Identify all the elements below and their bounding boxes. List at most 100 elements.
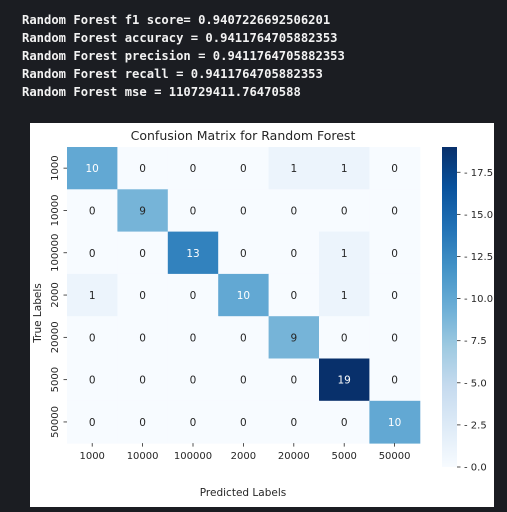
heatmap-cell bbox=[67, 358, 118, 402]
cell-annotation: 0 bbox=[290, 290, 297, 302]
cell-annotation: 1 bbox=[341, 248, 348, 260]
colorbar: - 0.0 - 2.5 - 5.0 - 7.5 - 10.0 - 12.5 - 15.0 - … bbox=[442, 147, 493, 474]
colorbar-tick-label: - 17.5 bbox=[464, 168, 493, 179]
cell-annotation: 0 bbox=[391, 248, 398, 260]
cell-annotation: 0 bbox=[391, 163, 398, 175]
heatmap-cell bbox=[67, 189, 118, 233]
cell-annotation: 1 bbox=[341, 290, 348, 302]
cell-annotation: 13 bbox=[186, 248, 199, 260]
cell-annotation: 0 bbox=[139, 332, 146, 344]
heatmap-cell bbox=[268, 231, 320, 275]
metric-precision: Random Forest precision = 0.941176470588… bbox=[22, 49, 345, 63]
heatmap-cell bbox=[319, 147, 370, 190]
heatmap-cell bbox=[369, 358, 421, 402]
heatmap-cell bbox=[167, 147, 219, 190]
cell-annotation: 0 bbox=[190, 375, 197, 387]
heatmap-cell bbox=[218, 189, 270, 233]
cell-annotation: 0 bbox=[139, 417, 146, 429]
heatmap-cell bbox=[268, 189, 320, 233]
cell-annotation: 0 bbox=[391, 375, 398, 387]
x-tick-label: 50000 bbox=[379, 451, 411, 462]
cell-annotation: 0 bbox=[290, 205, 297, 217]
heatmap-cell bbox=[117, 231, 169, 275]
chart-title: Confusion Matrix for Random Forest bbox=[131, 128, 356, 143]
colorbar-tick-label: - 12.5 bbox=[464, 252, 493, 263]
cell-annotation: 0 bbox=[240, 417, 247, 429]
cell-annotation: 19 bbox=[338, 375, 351, 387]
metric-recall: Random Forest recall = 0.941176470588235… bbox=[22, 67, 323, 81]
cell-annotation: 0 bbox=[89, 375, 96, 387]
heatmap-cell bbox=[67, 400, 118, 444]
heatmap-cell bbox=[319, 316, 370, 359]
cell-annotation: 0 bbox=[139, 290, 146, 302]
cell-annotation: 0 bbox=[391, 290, 398, 302]
heatmap-cell bbox=[268, 316, 320, 359]
colorbar-tick-label: - 2.5 bbox=[464, 420, 487, 431]
heatmap-cell bbox=[218, 316, 270, 359]
y-tick-label: 50000 bbox=[50, 406, 61, 438]
cell-annotation: 0 bbox=[89, 205, 96, 217]
heatmap-cell bbox=[218, 147, 270, 190]
heatmap-cell bbox=[167, 231, 219, 275]
heatmap-cell bbox=[268, 147, 320, 190]
y-tick-label: 2000 bbox=[50, 282, 61, 307]
cell-annotation: 0 bbox=[240, 205, 247, 217]
heatmap-cell bbox=[167, 189, 219, 233]
cell-annotation: 0 bbox=[89, 332, 96, 344]
metric-accuracy: Random Forest accuracy = 0.9411764705882… bbox=[22, 31, 338, 45]
cell-annotation: 0 bbox=[391, 205, 398, 217]
x-tick-label: 2000 bbox=[231, 451, 256, 462]
cell-annotation: 0 bbox=[290, 248, 297, 260]
heatmap-cell bbox=[117, 400, 169, 444]
heatmap-cell bbox=[369, 189, 421, 233]
heatmap-cell bbox=[319, 189, 370, 233]
heatmap-cell bbox=[167, 273, 219, 317]
colorbar-tick-label: - 0.0 bbox=[464, 463, 487, 474]
cell-annotation: 0 bbox=[290, 375, 297, 387]
colorbar-tick-label: - 15.0 bbox=[464, 210, 493, 221]
heatmap-cell bbox=[218, 358, 270, 402]
metrics-output: Random Forest f1 score= 0.94072266925062… bbox=[22, 11, 345, 101]
heatmap-cell bbox=[369, 400, 421, 444]
heatmap-cell bbox=[319, 358, 370, 402]
x-tick-label: 20000 bbox=[278, 451, 310, 462]
cell-annotation: 0 bbox=[341, 417, 348, 429]
cell-annotation: 0 bbox=[391, 332, 398, 344]
heatmap-cell bbox=[117, 147, 169, 190]
y-tick-label: 1000 bbox=[50, 155, 61, 180]
cell-annotation: 1 bbox=[89, 290, 96, 302]
heatmap-cell bbox=[218, 231, 270, 275]
cell-annotation: 0 bbox=[190, 163, 197, 175]
cell-annotation: 0 bbox=[139, 163, 146, 175]
y-tick-label: 10000 bbox=[50, 195, 61, 227]
cell-annotation: 0 bbox=[290, 417, 297, 429]
heatmap-cell bbox=[167, 358, 219, 402]
x-tick-label: 10000 bbox=[127, 451, 159, 462]
x-tick-label: 1000 bbox=[79, 451, 104, 462]
heatmap-cell bbox=[67, 273, 118, 317]
cell-annotation: 0 bbox=[139, 375, 146, 387]
cell-annotation: 9 bbox=[290, 332, 297, 344]
confusion-matrix-figure: Confusion Matrix for Random Forest Predi… bbox=[30, 123, 494, 507]
confusion-matrix-chart: Confusion Matrix for Random Forest Predi… bbox=[32, 128, 493, 499]
cell-annotation: 10 bbox=[388, 417, 401, 429]
heatmap-cell bbox=[268, 400, 320, 444]
heatmap-cell bbox=[319, 273, 370, 317]
colorbar-tick-label: - 5.0 bbox=[464, 378, 487, 389]
heatmap-cell bbox=[218, 400, 270, 444]
colorbar-tick-label: - 10.0 bbox=[464, 294, 493, 305]
heatmap-cell bbox=[117, 273, 169, 317]
heatmap-cell bbox=[369, 273, 421, 317]
cell-annotation: 0 bbox=[139, 248, 146, 260]
x-tick-labels: 1000 10000 100000 2000 20000 5000 50000 bbox=[79, 443, 411, 462]
heatmap-cell bbox=[268, 273, 320, 317]
heatmap-cell bbox=[67, 316, 118, 359]
heatmap-cell bbox=[218, 273, 270, 317]
metric-mse: Random Forest mse = 110729411.76470588 bbox=[22, 85, 301, 99]
heatmap-cell bbox=[369, 316, 421, 359]
x-tick-label: 100000 bbox=[174, 451, 212, 462]
cell-annotation: 1 bbox=[290, 163, 297, 175]
cell-annotation: 10 bbox=[237, 290, 250, 302]
cell-annotation: 0 bbox=[341, 205, 348, 217]
